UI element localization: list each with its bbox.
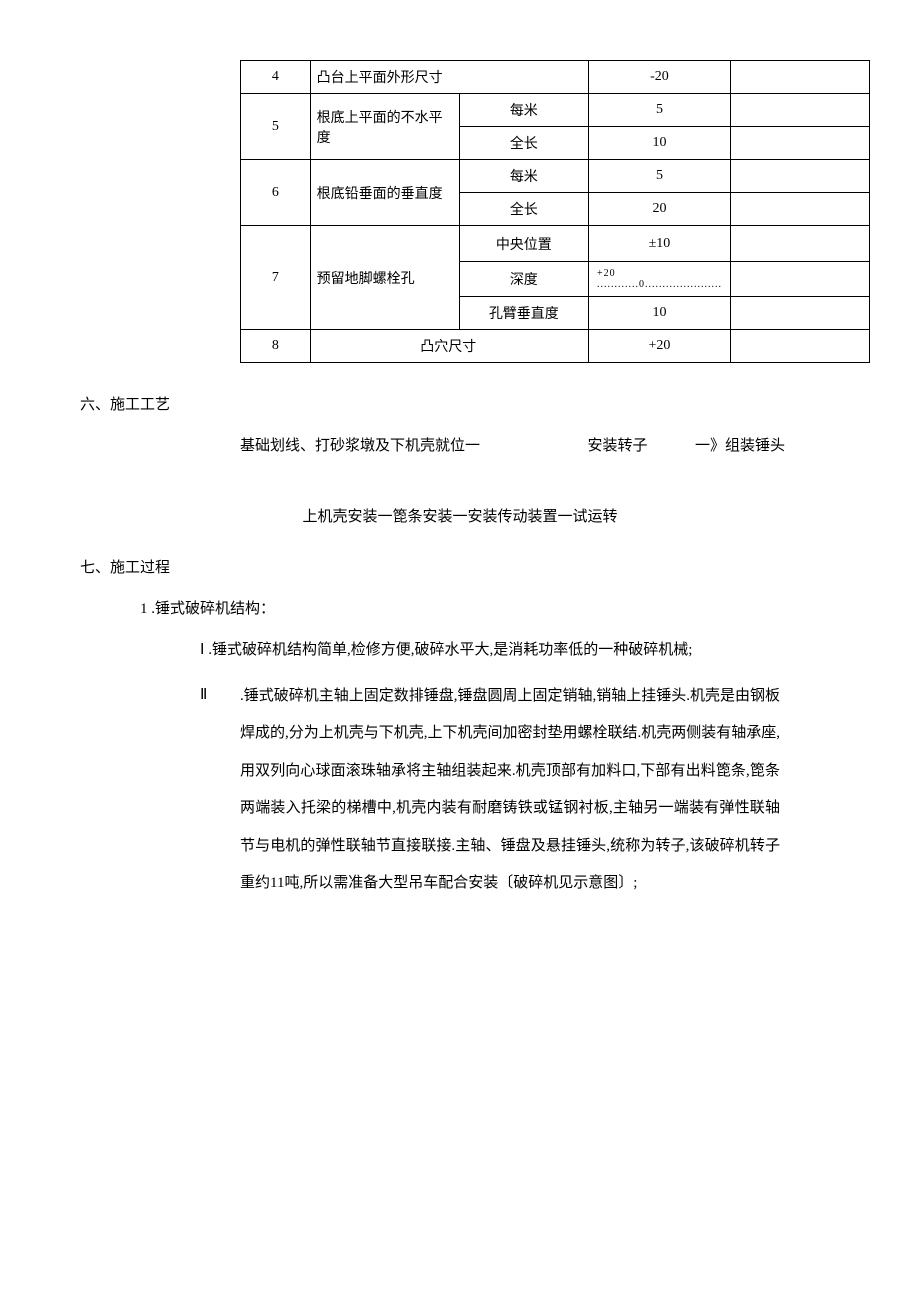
row-empty [730, 297, 869, 330]
row-desc: 凸穴尺寸 [310, 330, 588, 363]
table-row: 8 凸穴尺寸 +20 [241, 330, 870, 363]
row-empty [730, 94, 869, 127]
row-desc: 预留地脚螺栓孔 [310, 226, 459, 330]
process-flow-line2: 上机壳安装一箆条安装一安装传动装置一试运转 [80, 505, 840, 526]
row-desc: 根底铅垂面的垂直度 [310, 160, 459, 226]
row-num: 4 [241, 61, 311, 94]
process-flow-line1: 基础划线、打砂浆墩及下机壳就位一 安装转子 一》组装锤头 [240, 434, 840, 455]
sub-item-text: .锤式破碎机主轴上固定数排锤盘,锤盘圆周上固定销轴,销轴上挂锤头.机壳是由钢板焊… [240, 678, 780, 903]
table-row: 7 预留地脚螺栓孔 中央位置 ±10 [241, 226, 870, 262]
row-num: 8 [241, 330, 311, 363]
row-val: 5 [588, 160, 730, 193]
row-num: 5 [241, 94, 311, 160]
row-sub: 中央位置 [459, 226, 588, 262]
process-step: 安装转子 [588, 438, 648, 454]
row-empty [730, 330, 869, 363]
row-num: 7 [241, 226, 311, 330]
sub-item-text: .锤式破碎机结构简单,检修方便,破碎水平大,是消耗功率低的一种破碎机械; [204, 642, 692, 658]
sub-item-1: Ⅰ .锤式破碎机结构简单,检修方便,破碎水平大,是消耗功率低的一种破碎机械; [200, 638, 840, 659]
row-sub: 全长 [459, 193, 588, 226]
row-sub: 深度 [459, 262, 588, 297]
row-empty [730, 262, 869, 297]
row-num: 6 [241, 160, 311, 226]
row-val: 20 [588, 193, 730, 226]
table-row: 5 根底上平面的不水平度 每米 5 [241, 94, 870, 127]
row-sub: 每米 [459, 160, 588, 193]
row-desc: 根底上平面的不水平度 [310, 94, 459, 160]
row-val: ±10 [588, 226, 730, 262]
process-step: 一》组装锤头 [695, 438, 785, 454]
item1-title: 1 .锤式破碎机结构： [140, 597, 840, 618]
section7-heading: 七、施工过程 [80, 556, 840, 577]
row-desc: 凸台上平面外形尺寸 [310, 61, 588, 94]
row-val: +20 [588, 330, 730, 363]
row-empty [730, 226, 869, 262]
process-step: 基础划线、打砂浆墩及下机壳就位一 [240, 438, 480, 454]
sub-item-2: Ⅱ .锤式破碎机主轴上固定数排锤盘,锤盘圆周上固定销轴,销轴上挂锤头.机壳是由钢… [200, 677, 780, 903]
section6-heading: 六、施工工艺 [80, 393, 840, 414]
table-row: 6 根底铅垂面的垂直度 每米 5 [241, 160, 870, 193]
row-val: 5 [588, 94, 730, 127]
row-empty [730, 127, 869, 160]
row-sub: 每米 [459, 94, 588, 127]
row-sub: 全长 [459, 127, 588, 160]
table-row: 4 凸台上平面外形尺寸 -20 [241, 61, 870, 94]
row-val: -20 [588, 61, 730, 94]
row-empty [730, 160, 869, 193]
row-val: +20 ............0...................... [588, 262, 730, 297]
row-empty [730, 61, 869, 94]
tolerance-table: 4 凸台上平面外形尺寸 -20 5 根底上平面的不水平度 每米 5 全长 10 … [240, 60, 870, 363]
row-val: 10 [588, 297, 730, 330]
roman-numeral: Ⅱ [200, 687, 207, 703]
row-sub: 孔臂垂直度 [459, 297, 588, 330]
row-val: 10 [588, 127, 730, 160]
row-empty [730, 193, 869, 226]
